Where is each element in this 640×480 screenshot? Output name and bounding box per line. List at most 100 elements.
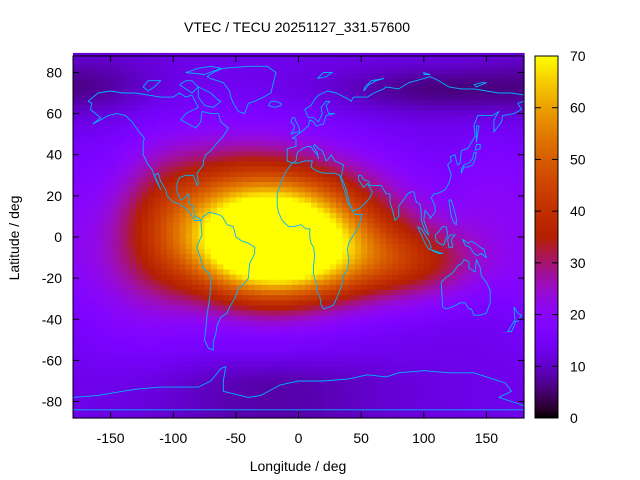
heatmap-cell	[354, 294, 362, 301]
heatmap-cell	[404, 166, 412, 172]
heatmap-cell	[486, 412, 494, 419]
heatmap-cell	[336, 412, 343, 419]
heatmap-cell	[448, 186, 456, 193]
heatmap-cell	[198, 268, 206, 275]
heatmap-cell	[185, 243, 193, 249]
heatmap-cell	[367, 232, 375, 239]
heatmap-cell	[223, 243, 231, 249]
heatmap-cell	[336, 104, 343, 111]
heatmap-cell	[273, 315, 281, 321]
heatmap-cell	[329, 207, 337, 213]
heatmap-cell	[267, 397, 275, 404]
heatmap-cell	[204, 212, 212, 219]
heatmap-cell	[461, 176, 469, 183]
heatmap-cell	[311, 135, 318, 141]
heatmap-cell	[198, 299, 206, 306]
heatmap-cell	[279, 330, 287, 337]
heatmap-cell	[323, 171, 331, 177]
heatmap-cell	[248, 227, 256, 234]
heatmap-cell	[442, 119, 450, 126]
heatmap-cell	[486, 356, 494, 363]
heatmap-cell	[123, 351, 130, 357]
heatmap-cell	[154, 361, 162, 368]
heatmap-cell	[486, 155, 494, 162]
heatmap-cell	[436, 238, 444, 244]
heatmap-cell	[229, 315, 237, 321]
heatmap-cell	[98, 83, 105, 90]
heatmap-cell	[229, 320, 237, 327]
heatmap-cell	[173, 279, 181, 285]
heatmap-cell	[367, 166, 375, 172]
heatmap-cell	[185, 304, 193, 311]
heatmap-cell	[104, 124, 112, 131]
heatmap-cell	[217, 294, 224, 301]
heatmap-cell	[223, 356, 231, 363]
heatmap-cell	[411, 351, 419, 357]
heatmap-cell	[204, 392, 212, 399]
heatmap-cell	[473, 310, 481, 316]
heatmap-cell	[492, 351, 500, 357]
heatmap-cell	[254, 78, 262, 85]
heatmap-cell	[210, 340, 218, 347]
heatmap-cell	[242, 58, 249, 64]
heatmap-cell	[467, 382, 475, 388]
heatmap-cell	[461, 315, 469, 321]
heatmap-cell	[354, 119, 362, 126]
heatmap-cell	[154, 217, 162, 224]
heatmap-cell	[254, 171, 262, 177]
heatmap-cell	[448, 207, 456, 213]
heatmap-cell	[436, 186, 444, 193]
heatmap-cell	[473, 253, 481, 260]
heatmap-cell	[235, 402, 243, 409]
heatmap-cell	[467, 397, 475, 404]
heatmap-cell	[430, 289, 437, 296]
heatmap-cell	[116, 397, 124, 404]
heatmap-cell	[298, 217, 306, 224]
heatmap-cell	[217, 325, 224, 332]
heatmap-cell	[160, 258, 168, 265]
heatmap-cell	[279, 315, 287, 321]
heatmap-cell	[411, 258, 419, 265]
heatmap-cell	[204, 351, 212, 357]
heatmap-cell	[417, 392, 425, 399]
heatmap-cell	[404, 196, 412, 203]
heatmap-cell	[342, 217, 350, 224]
heatmap-cell	[348, 88, 356, 95]
heatmap-cell	[110, 212, 118, 219]
heatmap-cell	[98, 351, 105, 357]
heatmap-cell	[292, 196, 300, 203]
heatmap-cell	[91, 88, 99, 95]
heatmap-cell	[442, 94, 450, 100]
heatmap-cell	[141, 212, 149, 219]
heatmap-cell	[304, 63, 312, 69]
heatmap-cell	[79, 88, 87, 95]
heatmap-cell	[311, 176, 318, 183]
heatmap-cell	[323, 320, 331, 327]
heatmap-cell	[329, 279, 337, 285]
heatmap-cell	[135, 202, 143, 208]
heatmap-cell	[379, 68, 387, 75]
heatmap-cell	[79, 248, 87, 255]
heatmap-cell	[298, 124, 306, 131]
heatmap-cell	[198, 196, 206, 203]
heatmap-cell	[210, 124, 218, 131]
heatmap-cell	[223, 130, 231, 136]
heatmap-cell	[367, 119, 375, 126]
heatmap-cell	[248, 335, 256, 342]
heatmap-cell	[336, 351, 343, 357]
heatmap-cell	[104, 330, 112, 337]
heatmap-cell	[229, 104, 237, 111]
heatmap-cell	[361, 196, 368, 203]
heatmap-cell	[179, 217, 187, 224]
heatmap-cell	[179, 212, 187, 219]
heatmap-cell	[179, 263, 187, 270]
heatmap-cell	[110, 114, 118, 121]
heatmap-cell	[141, 299, 149, 306]
heatmap-cell	[442, 382, 450, 388]
heatmap-cell	[404, 191, 412, 198]
heatmap-cell	[442, 320, 450, 327]
heatmap-cell	[166, 191, 174, 198]
heatmap-cell	[298, 202, 306, 208]
heatmap-cell	[160, 351, 168, 357]
heatmap-cell	[354, 171, 362, 177]
